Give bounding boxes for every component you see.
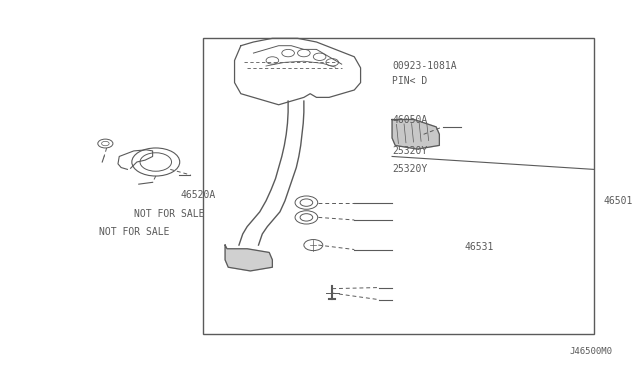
Polygon shape [225,245,273,271]
Text: 00923-1081A: 00923-1081A [392,61,457,71]
Text: 46501: 46501 [603,196,632,206]
Text: NOT FOR SALE: NOT FOR SALE [134,209,204,219]
Text: PIN< D: PIN< D [392,76,428,86]
Text: 46531: 46531 [465,242,494,252]
Bar [203,38,594,334]
Polygon shape [392,119,439,149]
Text: 25320Y: 25320Y [392,164,428,174]
Text: 46050A: 46050A [392,115,428,125]
Text: 25320Y: 25320Y [392,146,428,156]
Text: NOT FOR SALE: NOT FOR SALE [99,227,170,237]
Text: J46500M0: J46500M0 [570,347,612,356]
Text: 46520A: 46520A [181,190,216,200]
